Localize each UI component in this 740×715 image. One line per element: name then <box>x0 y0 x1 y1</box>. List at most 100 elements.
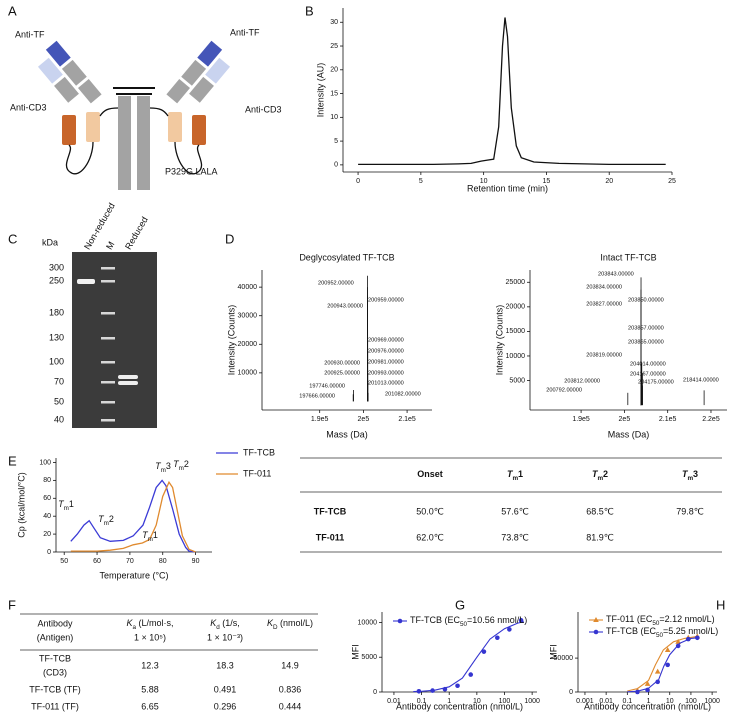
y-axis-label: Intensity (AU) <box>315 63 325 118</box>
x-tick-label: 80 <box>159 558 167 565</box>
rich-text: Tm3 <box>155 461 171 474</box>
diagram-label: Anti-TF <box>15 29 45 39</box>
point <box>695 635 700 641</box>
x-tick-label: 1000 <box>704 698 720 705</box>
y-tick-label: 20 <box>43 531 51 538</box>
peak-label: 200952.00000 <box>318 280 354 286</box>
table-cell: 62.0℃ <box>416 532 444 542</box>
band <box>118 375 138 379</box>
text-part: T <box>592 469 599 479</box>
point <box>665 662 670 668</box>
table-cell: 57.6℃ <box>501 506 529 516</box>
point <box>644 680 651 686</box>
text-part: K <box>210 618 217 628</box>
peak-label: 203812.00000 <box>564 378 600 384</box>
rich-text: KD (nmol/L) <box>267 618 313 631</box>
y-tick-label: 15000 <box>506 328 526 335</box>
marker-label: 70 <box>54 376 64 386</box>
legend-marker <box>593 629 599 635</box>
cl-domain <box>189 76 214 103</box>
y-tick-label: 5 <box>334 138 338 145</box>
text-part: D <box>273 624 278 631</box>
fit-curve <box>627 637 698 693</box>
text-part: (nmol/L) <box>278 618 314 628</box>
text-part: 1 <box>69 499 74 509</box>
ch-domain <box>78 79 102 104</box>
x-tick-label: 1.9e5 <box>572 416 590 423</box>
y-tick-label: 50000 <box>554 655 574 662</box>
text-part: T <box>155 461 162 471</box>
point <box>455 683 460 689</box>
linker <box>149 107 203 175</box>
peak-label: 203857.00000 <box>628 325 664 331</box>
x-axis-label: Mass (Da) <box>608 429 650 439</box>
panel-label: F <box>8 597 16 612</box>
cd3-vl <box>168 112 182 142</box>
rich-text: TF-011 (EC50=2.12 nmol/L) <box>606 614 715 627</box>
text-part: T <box>173 459 180 469</box>
x-tick-label: 2.1e5 <box>659 416 677 423</box>
row-header: TF-TCB <box>314 506 347 516</box>
point <box>481 649 487 654</box>
text-part: 50 <box>656 632 664 639</box>
vh-domain <box>197 40 223 67</box>
rich-text: Tm2 <box>592 469 608 482</box>
rich-text: Onset <box>417 469 443 479</box>
y-tick-label: 30 <box>330 19 338 26</box>
panel-label: B <box>305 3 314 18</box>
legend-marker <box>593 617 599 622</box>
peak-label: 197666.00000 <box>299 393 335 399</box>
ladder-band <box>101 280 115 283</box>
x-tick-label: 50 <box>60 558 68 565</box>
x-tick-label: 0.01 <box>599 698 613 705</box>
peak-label: 200959.00000 <box>368 297 404 303</box>
y-tick-label: 40000 <box>238 284 258 291</box>
legend-label: TF-TCB <box>243 447 275 457</box>
peak-label: 204167.00000 <box>630 371 666 377</box>
y-tick-label: 10 <box>330 114 338 121</box>
text-part: m <box>161 467 166 474</box>
table-cell: 6.65 <box>141 701 159 711</box>
rich-text: Tm1 <box>507 469 523 482</box>
y-tick-label: 10000 <box>358 619 378 626</box>
text-part: d <box>216 624 220 631</box>
y-tick-label: 80 <box>43 477 51 484</box>
peak-label: 204014.00000 <box>630 361 666 367</box>
x-tick-label: 1000 <box>524 698 540 705</box>
x-tick-label: 2.1e5 <box>398 416 416 423</box>
rich-text: Tm1 <box>58 499 74 512</box>
text-part: m <box>104 520 109 527</box>
point <box>507 627 512 632</box>
panel-label: C <box>8 231 17 246</box>
row-header: TF-011 <box>316 532 345 542</box>
table-cell: 0.444 <box>279 701 302 711</box>
y-axis-label: Intensity (Counts) <box>226 305 236 376</box>
ladder-band <box>101 401 115 404</box>
table-cell: 0.491 <box>214 684 237 694</box>
marker-label: 100 <box>49 356 64 366</box>
x-tick-label: 0.001 <box>576 698 594 705</box>
fab-arm <box>37 40 102 104</box>
text-part: a <box>132 624 136 631</box>
chart-title: Intact TF-TCB <box>600 252 656 262</box>
vh-domain <box>45 40 71 67</box>
x-tick-label: 0.1 <box>622 698 632 705</box>
peak-label: 200993.00000 <box>368 370 404 376</box>
peak-label: 201013.00000 <box>368 380 404 386</box>
marker-label: 50 <box>54 396 64 406</box>
peak-label: 203834.00000 <box>586 284 622 290</box>
panel-label: H <box>716 597 725 612</box>
rich-text: TF-TCB (EC50=10.56 nmol/L) <box>410 615 527 628</box>
peak-label: 200930.00000 <box>324 360 360 366</box>
point <box>495 635 500 641</box>
point <box>430 688 435 693</box>
fc-chain <box>118 96 131 190</box>
x-tick-label: 0.1 <box>417 698 427 705</box>
text-part: 3 <box>693 469 698 479</box>
ladder-band <box>101 361 115 364</box>
y-tick-label: 10000 <box>506 353 526 360</box>
y-axis-label: MFI <box>548 644 558 660</box>
vl-domain <box>205 57 231 84</box>
table-cell: 0.296 <box>214 701 237 711</box>
